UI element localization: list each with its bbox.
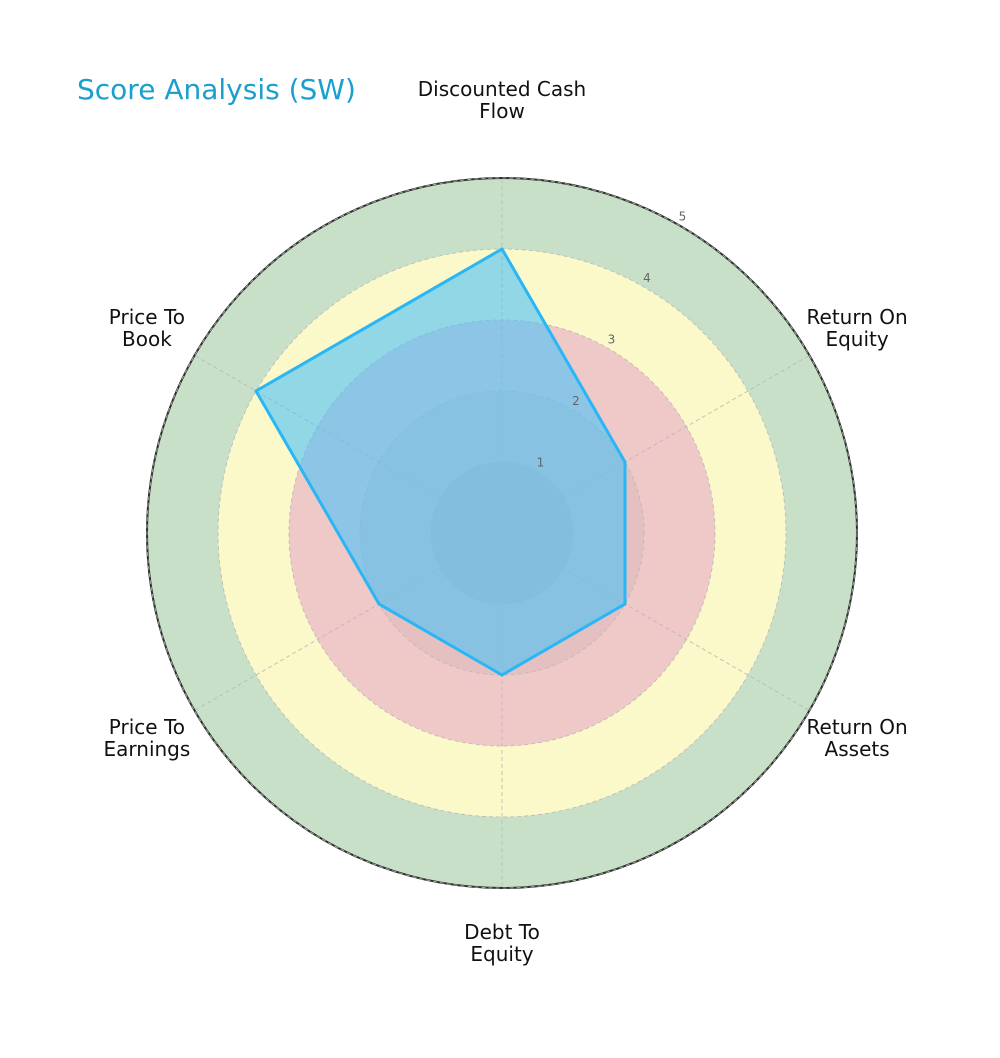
series-point-1: [623, 460, 627, 464]
series-layer: [254, 247, 627, 677]
tick-label-5: 5: [679, 209, 687, 223]
series-area-0: [256, 249, 625, 675]
radial-tick-labels: 1 2 3 4 5: [537, 209, 687, 469]
axis-label-3: Debt To Equity: [464, 920, 540, 966]
tick-label-3: 3: [608, 332, 616, 346]
axis-label-2: Return On Assets: [807, 715, 908, 761]
tick-label-2: 2: [572, 394, 580, 408]
series-point-5: [254, 389, 258, 393]
axis-label-5: Price To Book: [109, 305, 185, 351]
tick-label-1: 1: [537, 455, 545, 469]
grid-ring-5: [146, 177, 858, 889]
chart-title: Score Analysis (SW): [77, 73, 356, 106]
series-point-4: [377, 602, 381, 606]
tick-label-4: 4: [643, 271, 651, 285]
series-point-3: [500, 673, 504, 677]
axis-label-0: Discounted Cash Flow: [418, 77, 586, 123]
axis-labels: Discounted Cash Flow Return On Equity Return…: [104, 77, 908, 966]
axis-label-1: Return On Equity: [807, 305, 908, 351]
series-point-0: [500, 247, 504, 251]
axis-label-4: Price To Earnings: [104, 715, 191, 761]
series-point-2: [623, 602, 627, 606]
